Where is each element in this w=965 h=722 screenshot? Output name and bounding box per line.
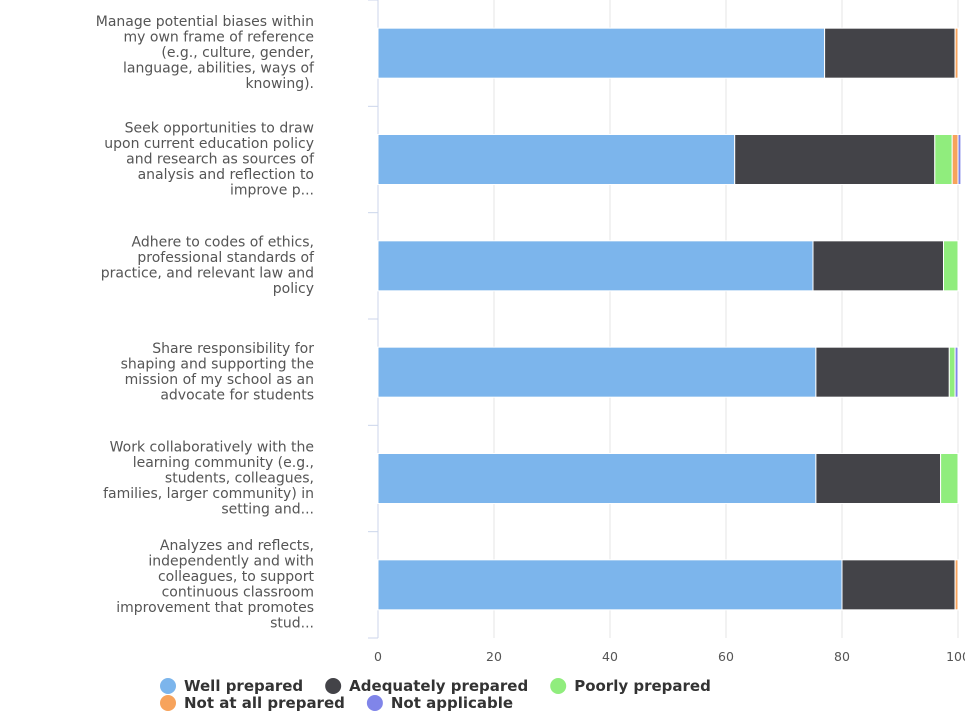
legend-marker <box>366 695 383 711</box>
legend-marker <box>550 678 567 694</box>
bar-segment <box>812 240 944 292</box>
x-tick-label: 40 <box>602 649 618 664</box>
legend-marker <box>160 695 176 711</box>
bar-segment <box>377 453 817 504</box>
legend-marker <box>325 678 342 694</box>
legend-item[interactable]: Adequately prepared <box>325 677 528 695</box>
x-axis-labels: 0 20 40 60 80 100 <box>374 649 965 664</box>
category-label-line: families, larger community) in <box>103 486 314 502</box>
category-label: Analyzes and reflects, independently and … <box>116 538 314 632</box>
bar-segment <box>957 134 962 185</box>
bar-segment <box>824 27 956 79</box>
category-label-line: knowing). <box>245 76 314 92</box>
legend: Well prepared Adequately prepared Poorly p… <box>160 677 711 712</box>
category-label-line: language, abilities, ways of <box>123 61 315 77</box>
category-label: Work collaboratively with the learning co… <box>103 439 314 517</box>
category-label: Manage potential biases within my own fra… <box>96 14 315 92</box>
category-label: Share responsibility for shaping and supp… <box>121 341 315 404</box>
category-label-line: Manage potential biases within <box>96 14 314 30</box>
category-label-line: mission of my school as an <box>125 372 314 388</box>
bar-segment <box>954 346 959 398</box>
legend-label: Not applicable <box>391 694 513 712</box>
category-label-line: and research as sources of <box>126 151 315 167</box>
category-label-line: stud... <box>270 615 314 631</box>
category-label-line: upon current education policy <box>104 136 314 152</box>
bar-segment <box>940 453 959 504</box>
category-label-line: independently and with <box>148 553 314 569</box>
legend-label: Adequately prepared <box>349 677 528 695</box>
category-label-line: Adhere to codes of ethics, <box>132 234 314 250</box>
category-label-line: setting and... <box>221 501 314 517</box>
category-label-line: Analyzes and reflects, <box>160 538 314 554</box>
category-label-line: analysis and reflection to <box>138 167 314 183</box>
x-tick-label: 80 <box>834 649 850 664</box>
category-label-line: advocate for students <box>160 387 314 403</box>
category-label-line: shaping and supporting the <box>121 356 314 372</box>
bar-segment <box>377 27 826 79</box>
category-axis <box>368 0 379 639</box>
category-label-line: policy <box>273 281 314 297</box>
category-label-line: improve p... <box>230 182 314 198</box>
bar-segment <box>377 346 817 398</box>
bar-segment <box>951 134 959 185</box>
bar-segment <box>943 240 959 292</box>
category-label-line: professional standards of <box>137 250 315 266</box>
bar-segment <box>815 346 950 398</box>
category-label: Seek opportunities to draw upon current e… <box>104 120 315 198</box>
category-label-line: continuous classroom <box>162 584 314 600</box>
bars <box>377 27 962 611</box>
category-label-line: my own frame of reference <box>124 30 314 46</box>
bar-segment <box>377 134 736 185</box>
category-label-line: learning community (e.g., <box>133 455 314 471</box>
category-label-line: colleagues, to support <box>158 569 315 585</box>
category-label-line: Seek opportunities to draw <box>125 120 314 136</box>
category-label-line: students, colleagues, <box>165 470 314 486</box>
legend-item[interactable]: Not at all prepared <box>160 694 345 712</box>
x-tick-label: 20 <box>486 649 502 664</box>
legend-label: Poorly prepared <box>574 677 711 695</box>
bar-segment <box>377 240 814 292</box>
bar-segment <box>734 134 936 185</box>
bar-segment <box>954 559 959 611</box>
legend-label: Well prepared <box>184 677 303 695</box>
legend-item[interactable]: Well prepared <box>160 677 303 695</box>
bar-segment <box>841 559 956 611</box>
bar-segment <box>934 134 953 185</box>
category-label-line: practice, and relevant law and <box>101 265 314 281</box>
bar-segment <box>377 559 843 611</box>
bar-segment <box>815 453 942 504</box>
x-tick-label: 60 <box>718 649 734 664</box>
legend-marker <box>160 678 176 694</box>
legend-item[interactable]: Poorly prepared <box>550 677 711 695</box>
bar-segment <box>948 346 956 398</box>
category-label: Adhere to codes of ethics, professional s… <box>101 234 315 297</box>
legend-label: Not at all prepared <box>184 694 345 712</box>
category-label-line: improvement that promotes <box>116 600 314 616</box>
category-label-line: Work collaboratively with the <box>110 439 314 455</box>
category-label-line: (e.g., culture, gender, <box>161 45 314 61</box>
x-tick-label: 100 <box>946 649 965 664</box>
x-tick-label: 0 <box>374 649 382 664</box>
category-labels: Manage potential biases within my own fra… <box>96 14 315 631</box>
category-label-line: Share responsibility for <box>152 341 314 357</box>
bar-segment <box>954 27 959 79</box>
grid-lines <box>377 0 959 638</box>
legend-item[interactable]: Not applicable <box>366 694 513 712</box>
